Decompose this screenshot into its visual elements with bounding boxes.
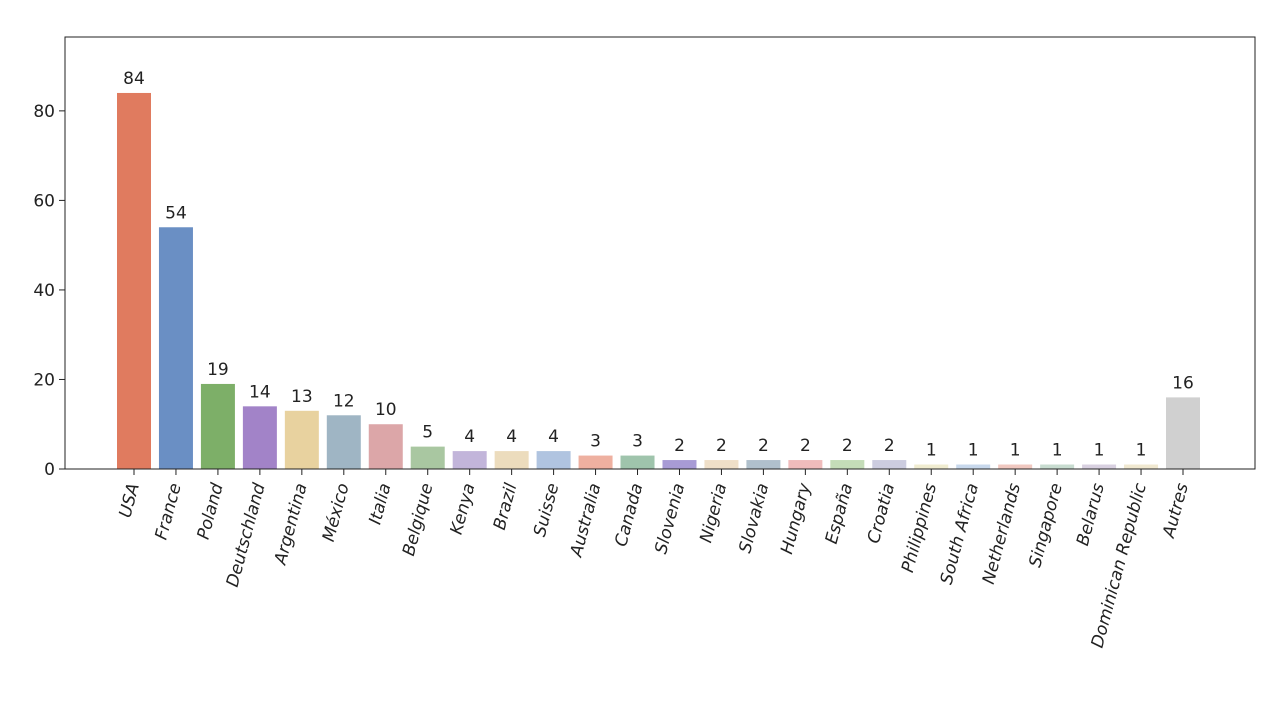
value-label: 1	[1052, 441, 1063, 461]
x-tick-label: Brazil	[490, 481, 522, 532]
value-label: 2	[884, 436, 895, 456]
value-label: 3	[590, 432, 601, 452]
value-label: 19	[207, 360, 229, 380]
value-label: 16	[1172, 373, 1194, 393]
x-tick-label: USA	[115, 481, 143, 520]
x-tick-label: Poland	[194, 481, 228, 542]
x-tick-label: South Africa	[937, 481, 983, 587]
x-tick-label: España	[822, 481, 857, 546]
value-label: 14	[249, 382, 271, 402]
value-label: 13	[291, 387, 313, 407]
bar	[914, 464, 949, 469]
bar	[326, 415, 361, 469]
bar	[1040, 464, 1075, 469]
bar	[452, 451, 487, 469]
bar	[368, 424, 403, 469]
bar	[200, 383, 235, 469]
value-label: 4	[506, 427, 517, 447]
bar	[578, 455, 613, 469]
bar	[410, 446, 445, 469]
value-label: 5	[422, 423, 433, 443]
bar	[788, 460, 823, 469]
bar	[998, 464, 1033, 469]
value-label: 2	[716, 436, 727, 456]
bar	[158, 227, 193, 469]
x-tick-label: Slovakia	[735, 481, 773, 555]
x-tick-label: Slovenia	[651, 481, 689, 556]
y-tick-label: 20	[33, 370, 55, 390]
value-label: 1	[1136, 441, 1147, 461]
value-label: 84	[123, 69, 145, 89]
bar	[704, 460, 739, 469]
y-tick-label: 80	[33, 102, 55, 122]
y-tick-label: 60	[33, 191, 55, 211]
value-label: 2	[842, 436, 853, 456]
bar	[242, 406, 277, 469]
bar	[662, 460, 697, 469]
bar	[1082, 464, 1117, 469]
value-label: 4	[548, 427, 559, 447]
bar	[1124, 464, 1159, 469]
x-tick-label: Autres	[1159, 481, 1193, 541]
x-tick-label: México	[319, 481, 354, 544]
value-label: 2	[800, 436, 811, 456]
value-label: 1	[926, 441, 937, 461]
x-tick-label: Suisse	[530, 481, 563, 539]
value-label: 54	[165, 203, 187, 223]
bar	[1166, 397, 1200, 469]
bar	[956, 464, 991, 469]
x-tick-label: Belgique	[399, 481, 438, 558]
x-tick-label: Australia	[566, 481, 605, 560]
bar	[284, 410, 319, 469]
x-tick-label: France	[152, 481, 186, 542]
x-tick-label: Italia	[365, 481, 395, 527]
value-label: 12	[333, 391, 355, 411]
plot-frame	[64, 36, 1256, 470]
value-label: 2	[758, 436, 769, 456]
x-tick-label: Belarus	[1073, 481, 1109, 548]
bar	[872, 460, 907, 469]
x-tick-label: Argentina	[271, 481, 312, 568]
x-tick-label: Singapore	[1025, 481, 1067, 569]
bar	[536, 451, 571, 469]
bar	[746, 460, 781, 469]
value-label: 1	[968, 441, 979, 461]
bar	[620, 455, 655, 469]
x-tick-label: Nigeria	[696, 481, 731, 545]
y-tick-label: 0	[44, 460, 55, 480]
bar	[830, 460, 865, 469]
value-label: 3	[632, 432, 643, 452]
value-label: 1	[1094, 441, 1105, 461]
x-tick-label: Kenya	[447, 481, 480, 537]
value-label: 10	[375, 400, 397, 420]
bar	[494, 451, 529, 469]
x-tick-label: Philippines	[898, 481, 941, 575]
x-tick-label: Netherlands	[979, 481, 1025, 586]
x-tick-label: Deutschland	[223, 481, 270, 589]
x-tick-label: Croatia	[864, 481, 899, 546]
x-tick-label: Hungary	[777, 480, 815, 556]
value-label: 2	[674, 436, 685, 456]
y-tick-label: 40	[33, 281, 55, 301]
x-tick-label: Canada	[611, 481, 647, 549]
value-label: 4	[464, 427, 475, 447]
value-label: 1	[1010, 441, 1021, 461]
bar	[117, 92, 151, 469]
